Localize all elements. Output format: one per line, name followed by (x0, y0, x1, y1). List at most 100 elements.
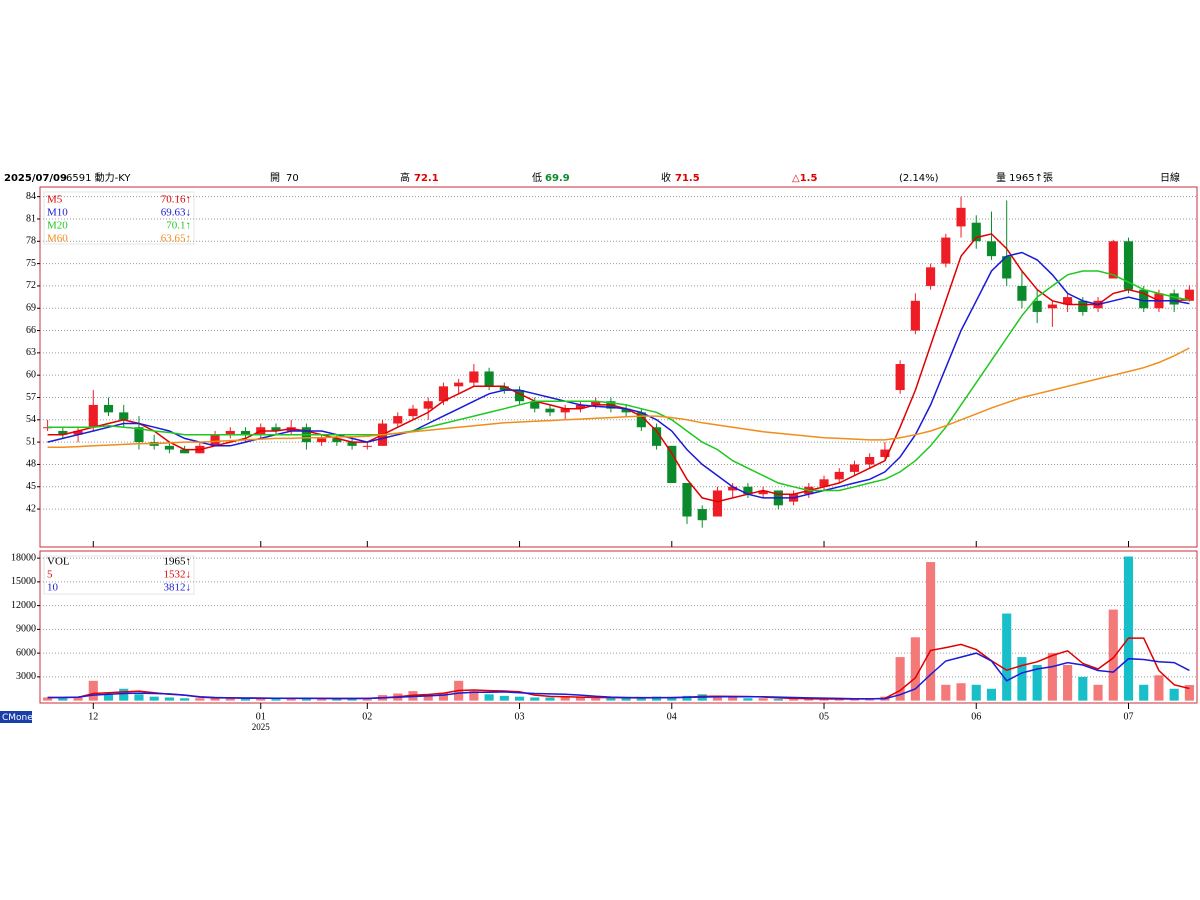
x-tick-label: 04 (667, 711, 677, 722)
header: 2025/07/09 6591 動力-KY 開 70 高 72.1 低 69.9… (4, 171, 1180, 184)
open-value: 70 (286, 173, 299, 184)
volume-bar (195, 698, 205, 701)
volume-bar (347, 698, 357, 701)
volume-bar (895, 657, 905, 701)
volume-bar (591, 698, 601, 701)
volume-bar (210, 698, 220, 701)
y-tick-label: 78 (26, 236, 36, 247)
candle-body (180, 449, 190, 454)
candle-body (1017, 285, 1027, 301)
price-legend-box (43, 191, 195, 245)
volume-bar (682, 695, 692, 701)
volume-bar (530, 697, 540, 701)
volume-bar (484, 694, 494, 701)
volume-bar (560, 696, 570, 701)
y-tick-label: 54 (26, 414, 36, 425)
x-tick-label: 06 (971, 711, 981, 722)
legend-value: 1532↓ (164, 569, 192, 581)
candle-body (58, 430, 68, 435)
volume-bar (621, 698, 631, 701)
y-tick-label: 57 (26, 392, 36, 403)
candle-body (210, 434, 220, 446)
y-tick-label: 66 (26, 325, 36, 336)
volume-bar (286, 698, 296, 701)
legend-value: 63.65↑ (161, 233, 191, 245)
candle-body (591, 401, 601, 405)
candle-body (895, 364, 905, 391)
candle-body (1139, 289, 1149, 309)
candle-body (530, 401, 540, 409)
price-panel (39, 186, 1198, 548)
volume-bar (986, 688, 997, 701)
x-tick-label: 12 (88, 711, 98, 722)
candle-body (956, 207, 966, 227)
legend-value: 70.1↑ (166, 220, 191, 232)
candle-body (1108, 241, 1118, 279)
volume-bar (469, 691, 479, 701)
volume-bar (1108, 609, 1118, 701)
volume-bar (1017, 657, 1027, 701)
legend-name: M60 (47, 233, 68, 245)
candle-body (910, 300, 920, 331)
candle-body (1169, 293, 1179, 305)
legend-name: M10 (47, 207, 68, 219)
volume-bar (758, 698, 768, 701)
candle-body (240, 430, 251, 435)
volume-bar (1063, 665, 1073, 701)
candle-body (134, 427, 144, 443)
candle-body (332, 438, 342, 443)
volume-bar (58, 698, 68, 701)
candle-body (347, 442, 357, 446)
volume-bar (606, 698, 616, 701)
volume: 量 1965↑張 (996, 172, 1053, 184)
volume-bar (149, 696, 159, 701)
candle-body (941, 237, 951, 264)
date: 2025/07/09 (4, 173, 67, 184)
candle-body (88, 404, 98, 428)
volume-bar (164, 697, 174, 701)
volume-bar (743, 698, 753, 701)
candle-body (651, 427, 662, 446)
y-tick-label: 12000 (11, 600, 36, 611)
candle-body (1032, 300, 1042, 312)
candle-body (73, 430, 83, 435)
y-tick-label: 48 (26, 459, 36, 470)
ma-line (47, 347, 1190, 449)
candle-body (621, 408, 631, 413)
candle-body (438, 386, 448, 402)
x-tick-label: 01 (256, 711, 266, 722)
volume-bar (636, 697, 646, 701)
candle-body (499, 386, 509, 391)
y-tick-label: 75 (26, 258, 36, 269)
candle-body (880, 449, 890, 457)
y-tick-label: 72 (26, 280, 36, 291)
period: 日線 (1160, 171, 1180, 184)
volume-bar (514, 696, 525, 701)
y-tick-label: 15000 (11, 576, 36, 587)
volume-bar (1154, 675, 1164, 701)
candle-body (1063, 297, 1073, 305)
volume-bar (1078, 676, 1088, 701)
candle-body (225, 430, 235, 435)
volume-bar (545, 697, 555, 701)
candle-body (986, 241, 997, 257)
x-tick-label: 03 (515, 711, 525, 722)
volume-bar (773, 699, 783, 701)
volume-bar (849, 699, 860, 701)
volume-bar (1032, 665, 1042, 701)
volume-bar (804, 699, 814, 701)
volume-bar (88, 680, 98, 701)
close-label: 收 (661, 171, 671, 184)
legend-value: 69.63↓ (161, 207, 191, 219)
volume-bar (1139, 684, 1149, 701)
legend-name: 5 (47, 569, 53, 581)
candle-body (393, 416, 403, 424)
candle-body (362, 445, 372, 447)
candle-body (423, 401, 433, 409)
volume-bar (362, 698, 372, 701)
volume-panel (39, 550, 1198, 704)
volume-bar (332, 699, 342, 701)
volume-bar (240, 698, 251, 701)
volume-bar (1093, 684, 1103, 701)
